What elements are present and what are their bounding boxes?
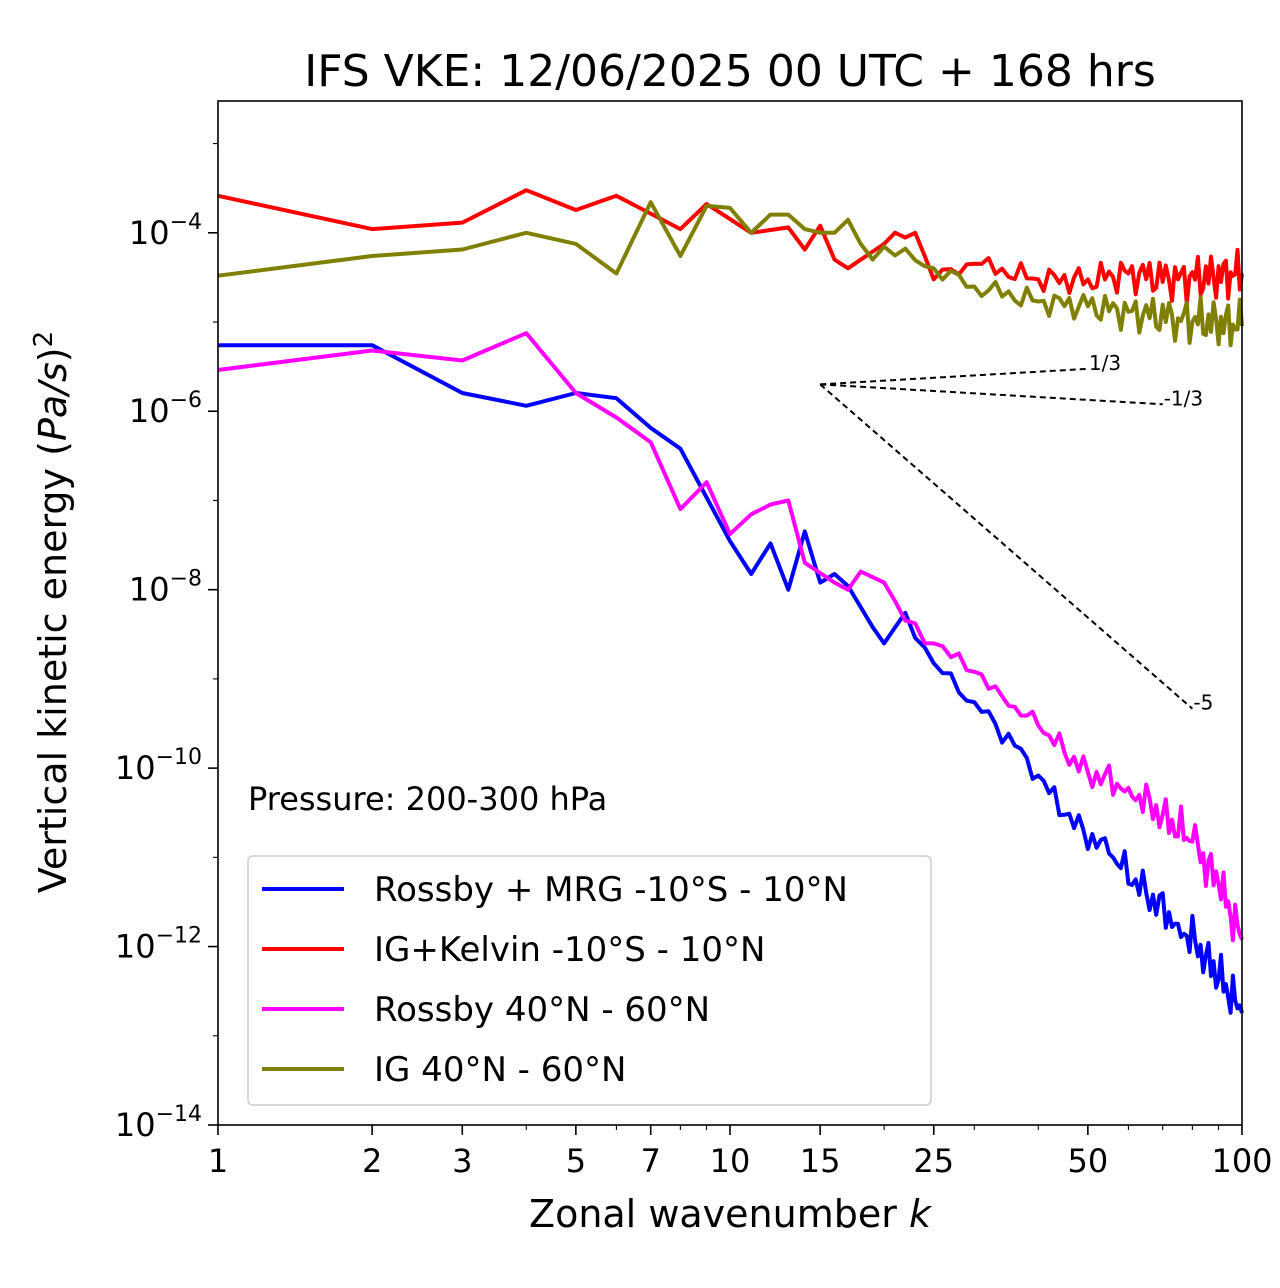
legend-label: Rossby + MRG -10°S - 10°N — [374, 870, 848, 910]
slope-label: 1/3 — [1089, 351, 1121, 375]
legend-box — [247, 855, 932, 1106]
slope-label: -5 — [1193, 691, 1213, 715]
reference-slopes: 1/3 -1/3 -5 — [819, 351, 1213, 715]
legend-label: Rossby 40°N - 60°N — [374, 990, 710, 1030]
slope-line — [819, 383, 1194, 710]
series-line — [217, 188, 1244, 306]
pressure-annotation: Pressure: 200-300 hPa — [248, 780, 607, 818]
x-tick-label: 100 — [1211, 1142, 1272, 1180]
series-line — [217, 200, 1244, 348]
slope-line — [820, 383, 1163, 406]
series-line — [218, 343, 1244, 1015]
x-tick-label: 50 — [1068, 1142, 1109, 1180]
series-line — [217, 331, 1244, 943]
x-tick-label: 10 — [710, 1142, 751, 1180]
x-tick-label: 5 — [566, 1142, 586, 1180]
x-axis-label: Zonal wavenumber k — [529, 1192, 933, 1236]
x-tick-label: 1 — [208, 1142, 228, 1180]
y-tick-label: 10−8 — [129, 567, 202, 609]
legend-label: IG+Kelvin -10°S - 10°N — [374, 930, 765, 970]
x-tick-label: 15 — [800, 1142, 841, 1180]
y-tick-label: 10−6 — [129, 388, 202, 430]
x-tick-label: 2 — [362, 1142, 382, 1180]
legend-label: IG 40°N - 60°N — [374, 1050, 626, 1090]
series-layer — [217, 188, 1244, 1015]
slope-line — [820, 367, 1088, 386]
x-tick-label: 3 — [452, 1142, 472, 1180]
x-tick-label: 25 — [913, 1142, 954, 1180]
chart-title: IFS VKE: 12/06/2025 00 UTC + 168 hrs — [304, 46, 1156, 97]
x-tick-label: 7 — [641, 1142, 661, 1180]
slope-label: -1/3 — [1164, 386, 1203, 410]
x-axis: 1 2 3 5 7 10 15 25 50 100 — [208, 1125, 1273, 1180]
legend: Rossby + MRG -10°S - 10°N IG+Kelvin -10°S… — [247, 855, 932, 1106]
y-axis-label: Vertical kinetic energy (Pa/s)2 — [29, 331, 75, 893]
